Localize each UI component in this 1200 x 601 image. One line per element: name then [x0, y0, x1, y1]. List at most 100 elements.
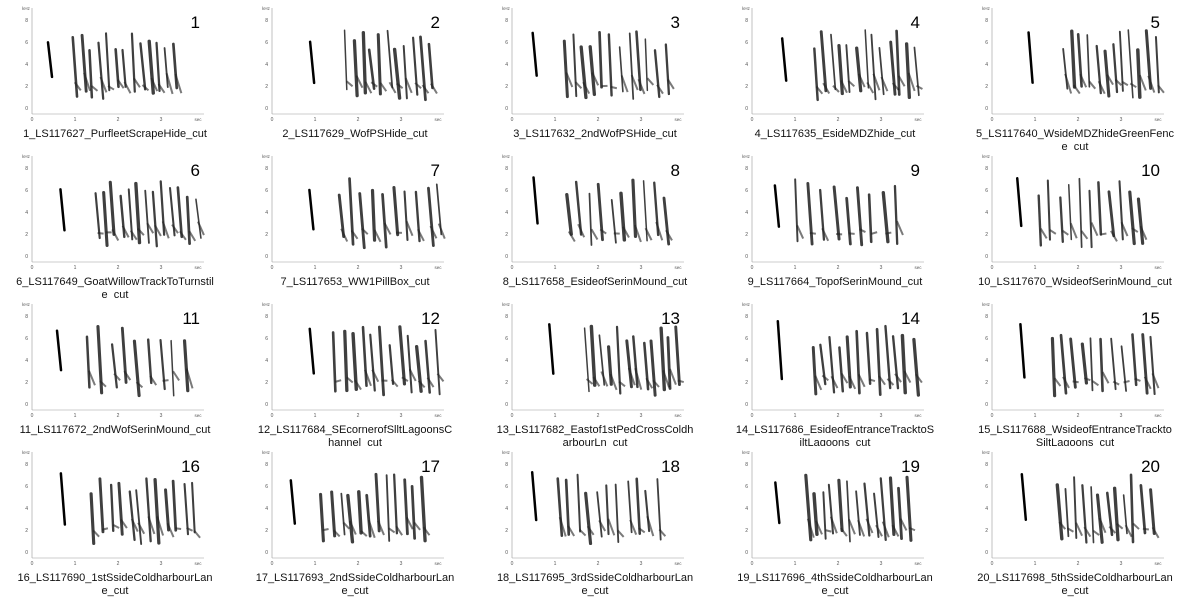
file-tile[interactable]: kHz 8 6 4 2 0 0 1 2 3 sec 11 11_LS117672_2ndWofSerin…: [0, 296, 240, 444]
file-tile[interactable]: kHz 8 6 4 2 0 0 1 2 3 sec 5 5_LS117640_WsideMDZhideG…: [960, 0, 1200, 153]
streak: [130, 32, 136, 93]
streak: [1136, 48, 1142, 99]
file-tile[interactable]: kHz 8 6 4 2 0 0 1 2 3 sec 3 3_LS117632_2ndWofPSHide_…: [480, 0, 720, 148]
x-label: 2: [597, 413, 600, 419]
streak: [155, 41, 161, 93]
streak-tail: [383, 222, 392, 235]
streak: [59, 472, 67, 526]
thumb-number: 15: [1141, 309, 1160, 328]
streak-tail: [1064, 73, 1073, 94]
streak: [402, 45, 408, 100]
streak: [863, 482, 871, 537]
file-tile[interactable]: kHz 8 6 4 2 0 0 1 2 3 sec 8 8_LS117658_EsideofSerinM…: [480, 148, 720, 296]
streak: [1154, 35, 1160, 94]
streak-tail: [113, 372, 121, 381]
streak: [1107, 190, 1116, 238]
streak: [1103, 49, 1111, 98]
x-unit: sec: [1154, 117, 1162, 122]
file-tile[interactable]: kHz 8 6 4 2 0 0 1 2 3 sec 14 14_LS117686_EsideofEntr…: [720, 296, 960, 449]
streak-tail: [665, 229, 673, 241]
streak-tail: [646, 77, 655, 86]
y-label: 8: [25, 18, 28, 24]
streak-tail: [111, 228, 120, 242]
file-tile[interactable]: kHz 8 6 4 2 0 0 1 2 3 sec 7 7_LS117653_WW1PillBox_cu…: [240, 148, 480, 296]
y-label: 0: [505, 254, 508, 260]
file-tile[interactable]: kHz 8 6 4 2 0 0 1 2 3 sec 15 15_LS117688_WsideofEntr…: [960, 296, 1200, 449]
spectrogram-thumbnail: kHz 8 6 4 2 00 1 2 3 sec 15: [978, 298, 1168, 420]
streak-tail: [413, 521, 421, 531]
streak: [1073, 476, 1078, 539]
streak-tail: [1147, 75, 1156, 93]
x-unit: sec: [194, 117, 202, 122]
x-label: 2: [597, 561, 600, 567]
x-label: 1: [794, 561, 797, 567]
file-tile[interactable]: kHz 8 6 4 2 0 0 1 2 3 sec 2 2_LS117629_WofPSHide_cut: [240, 0, 480, 148]
file-tile[interactable]: kHz 8 6 4 2 0 0 1 2 3 sec 1 1_LS117627_PurfleetScrap…: [0, 0, 240, 148]
y-unit: kHz: [982, 450, 990, 455]
streak-tail: [73, 81, 82, 91]
streak: [1037, 194, 1043, 247]
file-tile[interactable]: kHz 8 6 4 2 0 0 1 2 3 sec 12 12_LS117684_SEcornerofS…: [240, 296, 480, 449]
y-label: 2: [25, 380, 28, 386]
streak: [134, 181, 142, 245]
streak-tail: [891, 524, 900, 537]
streak: [619, 191, 627, 242]
streak: [182, 339, 190, 393]
x-label: 3: [1120, 265, 1123, 271]
streak-tail: [401, 376, 409, 382]
thumb-number: 19: [901, 457, 920, 476]
y-label: 4: [745, 210, 748, 216]
file-tile[interactable]: kHz 8 6 4 2 0 0 1 2 3 sec 16 16_LS117690_1stSsideCol…: [0, 444, 240, 597]
streak: [343, 29, 348, 91]
streak-tail: [137, 522, 146, 535]
streak-tail: [677, 379, 684, 384]
file-tile[interactable]: kHz 8 6 4 2 0 0 1 2 3 sec 9 9_LS117664_TopofSerinMou…: [720, 148, 960, 296]
x-label: 3: [640, 117, 643, 123]
file-tile[interactable]: kHz 8 6 4 2 0 0 1 2 3 sec 4 4_LS117635_EsideMDZhide_…: [720, 0, 960, 148]
y-label: 0: [265, 254, 268, 260]
streak: [331, 331, 337, 393]
streak: [1128, 190, 1136, 246]
streak-tail: [796, 225, 805, 239]
y-label: 0: [745, 106, 748, 112]
streak: [832, 185, 841, 241]
file-tile[interactable]: kHz 8 6 4 2 0 0 1 2 3 sec 10 10_LS117670_WsideofSeri…: [960, 148, 1200, 296]
streak-tail: [881, 521, 890, 538]
streak-tail: [129, 230, 138, 241]
streak-tail: [361, 227, 369, 235]
file-tile[interactable]: kHz 8 6 4 2 0 0 1 2 3 sec 6 6_LS117649_GoatWillowTra…: [0, 148, 240, 301]
file-tile[interactable]: kHz 8 6 4 2 0 0 1 2 3 sec 19 19_LS117696_4thSsideCol…: [720, 444, 960, 597]
file-tile[interactable]: kHz 8 6 4 2 0 0 1 2 3 sec 20 20_LS117698_5thSsideCol…: [960, 444, 1200, 597]
streak: [610, 199, 617, 244]
x-unit: sec: [1154, 561, 1162, 566]
file-tile[interactable]: kHz 8 6 4 2 0 0 1 2 3 sec 18 18_LS117695_3rdSsideCol…: [480, 444, 720, 597]
streak: [838, 346, 845, 393]
streak-tail: [364, 81, 373, 94]
x-label: 2: [357, 117, 360, 123]
streak: [308, 188, 315, 231]
x-label: 1: [554, 265, 557, 271]
file-tile[interactable]: kHz 8 6 4 2 0 0 1 2 3 sec 17 17_LS117693_2ndSsideCol…: [240, 444, 480, 597]
streak-tail: [322, 528, 329, 532]
streak-tail: [896, 220, 904, 236]
streak: [357, 490, 363, 535]
streak: [183, 483, 190, 536]
streak: [403, 190, 409, 241]
streak-tail: [1142, 527, 1150, 531]
streak: [71, 35, 79, 98]
streak: [80, 33, 88, 93]
streak: [607, 345, 613, 386]
y-label: 6: [505, 188, 508, 194]
streak: [97, 41, 105, 100]
streak: [94, 192, 101, 240]
file-tile[interactable]: kHz 8 6 4 2 0 0 1 2 3 sec 13 13_LS117682_Eastof1stPe…: [480, 296, 720, 449]
streak: [1070, 29, 1077, 89]
streak-tail: [408, 368, 417, 382]
spectrogram-thumbnail: kHz 8 6 4 2 00 1 2 3 sec 19: [738, 446, 928, 568]
y-label: 6: [25, 40, 28, 46]
x-unit: sec: [914, 413, 922, 418]
streak-tail: [1062, 376, 1070, 389]
spectrogram-thumbnail: kHz 8 6 4 2 00 1 2 3 sec 2: [258, 2, 448, 124]
streak-tail: [870, 231, 878, 235]
streak-tail: [162, 379, 169, 382]
